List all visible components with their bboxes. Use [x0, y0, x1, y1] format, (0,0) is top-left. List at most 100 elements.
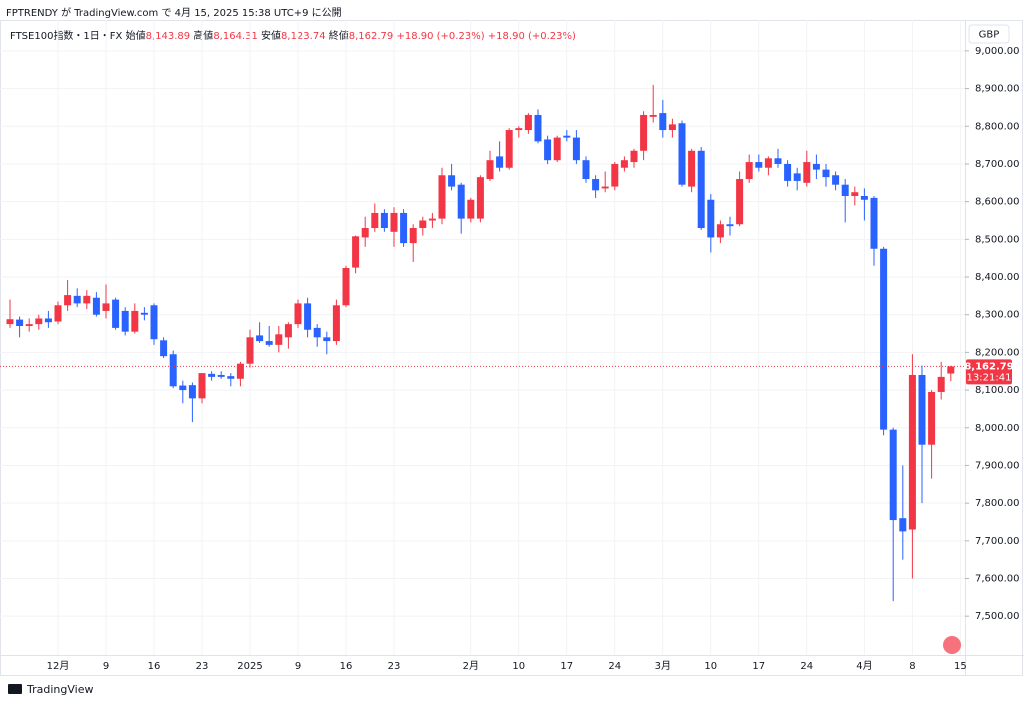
candle-body — [841, 184, 849, 196]
candle-body — [448, 175, 456, 187]
candle-body — [92, 297, 100, 315]
candle-body — [736, 179, 744, 225]
symbol: FTSE100指数・1日・FX — [10, 31, 123, 42]
candle-body — [275, 334, 283, 345]
brand: TradingView — [26, 683, 93, 696]
x-tick-label: 10 — [512, 661, 525, 672]
x-tick-label: 16 — [148, 661, 161, 672]
candle-body — [697, 150, 705, 229]
logo — [8, 684, 22, 694]
close-label: 終値 — [328, 31, 349, 42]
high-label: 高値 — [193, 31, 214, 42]
candle-body — [544, 139, 552, 161]
currency-box[interactable] — [968, 24, 1010, 44]
candle-body — [160, 340, 168, 357]
candle-body — [112, 299, 120, 328]
change: +18.90 (+0.23%) — [396, 31, 485, 42]
candle-body — [64, 295, 72, 306]
candle-body — [928, 391, 936, 445]
candle-body — [16, 319, 24, 327]
candle-body — [428, 218, 436, 221]
candle-body — [755, 162, 763, 168]
x-tick-label: 3月 — [655, 660, 671, 672]
candle-body — [150, 305, 158, 340]
candle-body — [169, 354, 177, 387]
candle-body — [678, 123, 686, 185]
change: +18.90 (+0.23%) — [487, 31, 576, 42]
candle-body — [592, 179, 600, 191]
candle-body — [467, 199, 475, 219]
ohlc-legend: FTSE100指数・1日・FX 始値8,143.89 高値8,164.31 安値… — [10, 27, 576, 42]
low-label: 安値 — [261, 31, 282, 42]
candle-body — [860, 195, 868, 200]
x-tick-label: 2025 — [237, 661, 262, 672]
candle-body — [371, 212, 379, 229]
x-tick-label: 15 — [954, 661, 967, 672]
x-tick-label: 17 — [752, 661, 765, 672]
candle-body — [361, 228, 369, 238]
frame — [0, 20, 1023, 676]
candle-body — [640, 114, 648, 151]
x-tick-label: 24 — [800, 661, 813, 672]
candle-body — [188, 385, 196, 399]
candle-body — [851, 192, 859, 196]
candle-body — [745, 162, 753, 180]
candle-body — [937, 376, 945, 392]
close-value: 8,162.79 — [348, 31, 394, 42]
y-tick-label: 8,900.00 — [975, 84, 1020, 95]
x-tick-label: 10 — [704, 661, 717, 672]
x-tick-label: 9 — [103, 661, 109, 672]
candle-body — [73, 295, 81, 304]
candle-body — [870, 197, 878, 249]
y-tick-label: 7,700.00 — [975, 536, 1020, 547]
candle-body — [400, 212, 408, 244]
candle-body — [246, 337, 254, 364]
candle-body — [630, 150, 638, 163]
y-tick-label: 8,300.00 — [975, 310, 1020, 321]
candle-body — [601, 186, 609, 189]
candle-body — [83, 295, 91, 304]
x-tick-label: 16 — [340, 661, 353, 672]
candle-body — [774, 158, 782, 164]
open-value: 8,143.89 — [145, 31, 191, 42]
candle-body — [208, 373, 216, 377]
candle-body — [217, 374, 225, 377]
candle-body — [649, 114, 657, 117]
candle-body — [332, 305, 340, 342]
x-tick-label: 24 — [608, 661, 621, 672]
candle-body — [563, 135, 571, 138]
published-note: FPTRENDY が TradingView.com で 4月 15, 2025… — [6, 8, 342, 19]
candle-body — [918, 374, 926, 445]
x-tick-label: 4月 — [856, 660, 872, 672]
candle-body — [822, 169, 830, 178]
candle-body — [899, 518, 907, 532]
candle-body — [256, 335, 264, 342]
high-value: 8,164.31 — [213, 31, 258, 42]
y-tick-label: 8,000.00 — [975, 423, 1020, 434]
axis-labels: 7,500.00 7,600.00 7,700.00 7,800.00 7,900.00… — [47, 46, 1020, 672]
grid — [0, 20, 965, 655]
candle-body — [457, 184, 465, 219]
candle-body — [6, 319, 14, 325]
candle-body — [707, 199, 715, 238]
candle-body — [342, 267, 350, 306]
candle-body — [102, 303, 110, 311]
candle-body — [505, 130, 513, 168]
candle-body — [716, 224, 724, 238]
candle-body — [438, 175, 446, 219]
candle-body — [659, 113, 667, 131]
x-tick-label: 9 — [295, 661, 301, 672]
y-tick-label: 7,500.00 — [975, 611, 1020, 622]
candle-body — [524, 114, 532, 131]
candle-body — [236, 363, 244, 379]
candle-body — [476, 177, 484, 219]
candle-body — [179, 385, 187, 391]
candle-body — [25, 324, 33, 327]
candle-body — [803, 162, 811, 183]
candle-body — [380, 212, 388, 229]
candle-body — [947, 366, 955, 374]
x-tick-label: 12月 — [47, 660, 70, 672]
candle-body — [726, 224, 734, 227]
